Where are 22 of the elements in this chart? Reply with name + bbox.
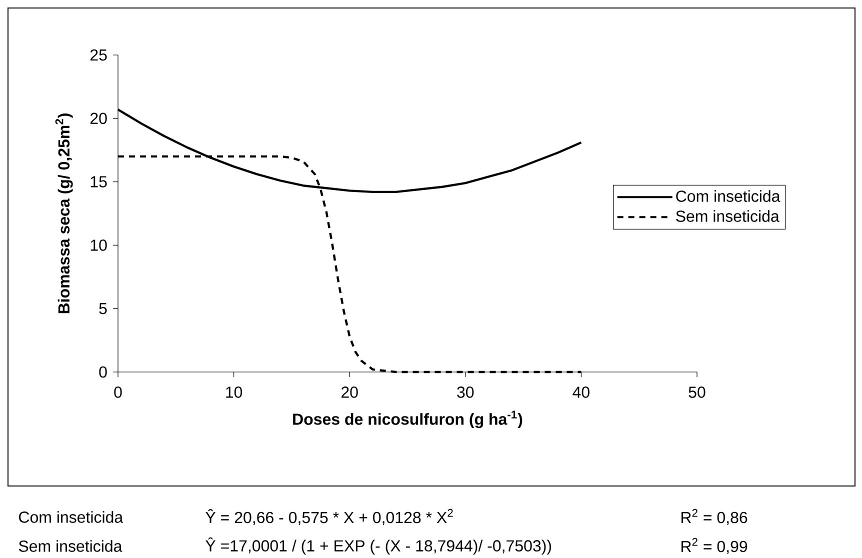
y-tick-label: 15	[90, 176, 107, 188]
text: R$^{2}$ = 0,99	[682, 538, 748, 554]
legend-label: Com inseticida	[676, 190, 780, 202]
x-axis-title: Doses de nicosulfuron (g ha$^{-1}$)	[293, 410, 522, 428]
text: Com inseticida	[19, 511, 124, 523]
y-axis-title: Biomassa seca (g/ 0,25m$^{2}$)	[55, 114, 73, 314]
text: Ŷ = 20,66 - 0,575 * X + 0,0128 * X$^{2}$	[206, 508, 453, 526]
x-tick-label: 40	[572, 386, 590, 398]
x-tick-label: 0	[114, 386, 122, 398]
text: Ŷ =17,0001 / (1 + EXP (- (X - 18,7944)/ -0,7503))	[206, 537, 552, 555]
x-tick-label: 30	[457, 386, 474, 398]
text: R$^{2}$ = 0,86	[682, 508, 748, 526]
legend-label: Sem inseticida	[676, 210, 780, 222]
y-tick-label: 10	[90, 240, 107, 251]
x-tick-label: 50	[688, 386, 706, 398]
y-tick-label: 20	[90, 112, 107, 124]
x-tick-label: 10	[226, 386, 242, 398]
y-tick-label: 25	[90, 49, 107, 61]
y-tick-label: 5	[99, 303, 107, 314]
x-tick-label: 20	[342, 386, 358, 398]
text: Sem inseticida	[18, 540, 122, 552]
y-tick-label: 0	[99, 366, 107, 378]
